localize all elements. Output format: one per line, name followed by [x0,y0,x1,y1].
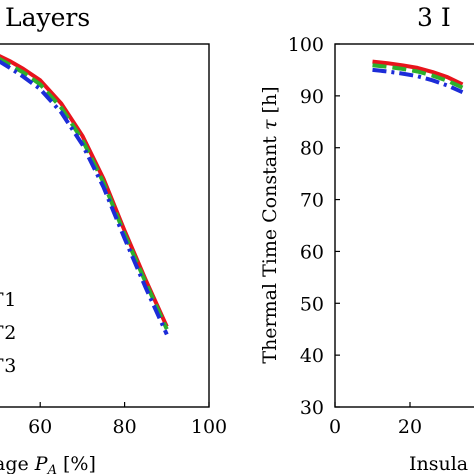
right-x-tick-label: 0 [329,416,341,438]
right-y-axis-label: Thermal Time Constant τ [h] [259,86,281,363]
right-y-tick-label: 30 [300,397,324,419]
left-x-tick-label: 100 [191,416,227,438]
left-title: Layers [5,3,90,32]
left-series-2-line [0,56,169,331]
right-x-tick-label: 20 [398,416,422,438]
left-series-1-line [0,54,169,328]
right-y-ticks: 30 40 50 60 70 80 90 100 [288,34,340,419]
right-y-tick-label: 60 [300,241,324,263]
right-panel: 3 I 30 40 50 60 70 80 90 100 0 20 Thermal Time C… [259,3,474,474]
legend-entry-1: Γ1 [0,289,16,311]
left-x-axis-label: age PA [%] [0,453,96,474]
right-series-group [372,59,464,95]
legend-entry-3: Γ3 [0,355,16,377]
right-y-tick-label: 100 [288,34,324,56]
left-x-tick-label: 60 [28,416,52,438]
right-x-axis-label: Insula [409,453,468,474]
left-series-3-line [0,59,169,336]
left-x-tick-label: 80 [113,416,137,438]
right-series-2-line [372,63,464,90]
legend-entry-label: 2 [4,322,16,344]
left-legend: Γ1Γ2Γ3 [0,289,16,377]
legend-entry-prefix: Γ [0,355,4,377]
left-axes-box [0,43,210,408]
legend-entry-2: Γ2 [0,322,16,344]
right-title: 3 I [417,3,451,32]
right-x-ticks: 0 20 [329,402,422,438]
left-series-group [0,54,169,336]
right-y-tick-label: 90 [300,86,324,108]
right-y-tick-label: 40 [300,345,324,367]
right-axes-box [334,43,474,408]
right-series-1-line [372,59,464,87]
legend-entry-label: 1 [4,289,16,311]
legend-entry-prefix: Γ [0,322,4,344]
legend-entry-label: 3 [4,355,16,377]
legend-entry-prefix: Γ [0,289,4,311]
right-y-tick-label: 50 [300,293,324,315]
right-y-tick-label: 70 [300,190,324,212]
left-x-ticks: 60 80 100 [28,402,227,438]
left-x-label-prefix: age [0,453,35,474]
right-y-tick-label: 80 [300,138,324,160]
